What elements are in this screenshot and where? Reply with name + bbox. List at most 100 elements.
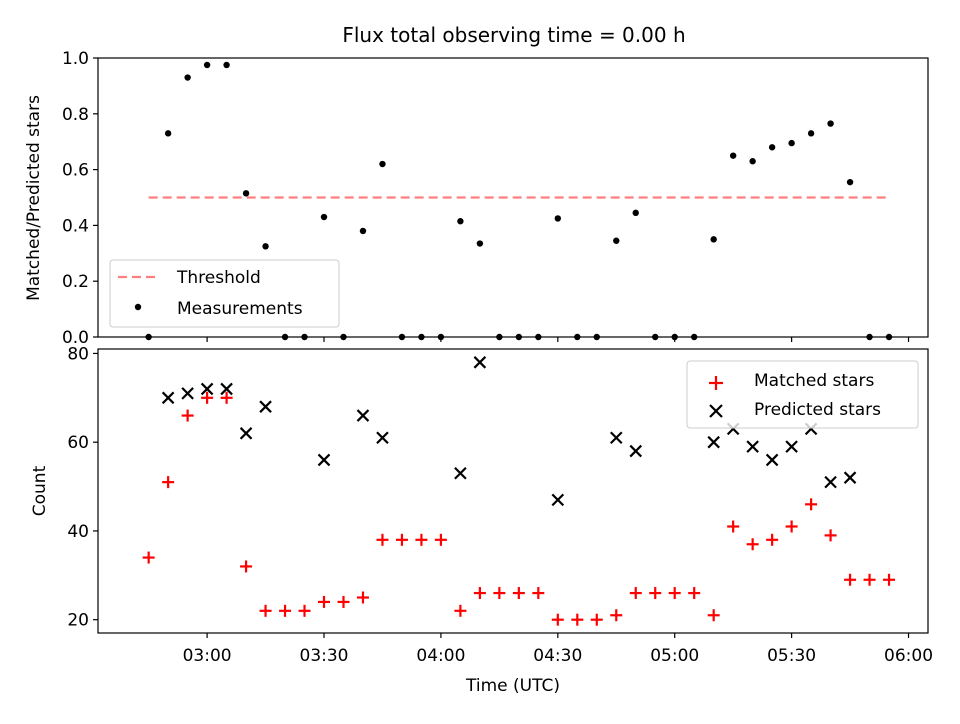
matched-point — [259, 604, 272, 617]
measurement-point — [749, 158, 756, 165]
predicted-point — [454, 466, 467, 480]
top-legend-box — [109, 259, 340, 328]
matched-point — [337, 595, 350, 608]
measurement-point — [574, 333, 581, 341]
matched-point — [454, 604, 467, 617]
matched-point — [395, 533, 408, 546]
predicted-point — [200, 382, 214, 396]
top-legend: Threshold Measurements — [109, 259, 340, 328]
matched-point — [318, 595, 331, 608]
measurement-point — [768, 144, 776, 151]
predicted-point — [551, 493, 565, 507]
matched-point — [766, 533, 779, 546]
measurement-point — [515, 333, 523, 341]
legend-threshold-label: Threshold — [176, 268, 261, 288]
bottom-y-tick-label: 20 — [67, 611, 89, 631]
predicted-stars-series — [161, 356, 857, 507]
measurement-point — [223, 61, 230, 69]
matched-point — [473, 587, 486, 600]
bottom-y-tick-label: 40 — [67, 522, 89, 542]
legend-matched-swatch — [709, 376, 723, 390]
measurement-point — [437, 333, 445, 341]
matched-point — [863, 573, 876, 586]
measurement-point — [632, 209, 639, 217]
top-y-label: Matched/Predicted stars — [24, 95, 44, 301]
matched-point — [649, 587, 662, 600]
predicted-point — [843, 471, 857, 484]
top-y-tick-label: 0.6 — [62, 161, 89, 181]
matched-point — [376, 533, 389, 546]
measurement-point — [203, 61, 211, 69]
predicted-point — [317, 453, 331, 467]
legend-matched-label: Matched stars — [754, 371, 874, 391]
matched-point — [805, 498, 818, 511]
legend-predicted-swatch — [709, 404, 723, 418]
predicted-point — [629, 444, 643, 458]
matched-point — [298, 604, 311, 617]
predicted-point — [161, 391, 175, 405]
measurement-point — [164, 130, 172, 137]
legend-predicted-label: Predicted stars — [754, 400, 881, 420]
predicted-point — [239, 427, 253, 440]
measurement-point — [807, 130, 815, 137]
x-tick-label: 03:00 — [183, 646, 232, 666]
matched-point — [824, 529, 837, 542]
matched-point — [220, 391, 233, 404]
matched-stars-series — [142, 391, 896, 626]
matched-point — [201, 391, 214, 404]
matched-point — [279, 604, 292, 617]
measurement-point — [359, 227, 367, 235]
top-y-tick-label: 0.0 — [62, 328, 89, 348]
bottom-legend: Matched stars Predicted stars — [686, 360, 919, 429]
top-y-tick-label: 0.2 — [62, 272, 89, 292]
predicted-point — [259, 400, 272, 413]
predicted-point — [765, 453, 779, 467]
matched-point — [590, 613, 603, 626]
predicted-point — [824, 475, 837, 489]
predicted-point — [376, 431, 389, 445]
matched-point — [746, 538, 759, 551]
measurement-point — [671, 333, 678, 341]
measurement-point — [690, 333, 698, 341]
matched-point — [571, 613, 584, 626]
matched-point — [415, 533, 428, 546]
matched-point — [785, 520, 798, 533]
x-tick-label: 04:00 — [416, 646, 465, 666]
predicted-point — [220, 382, 233, 396]
matched-point — [844, 573, 857, 586]
predicted-point — [473, 356, 487, 369]
top-y-tick-label: 0.4 — [62, 216, 89, 236]
measurement-point — [554, 215, 562, 222]
measurement-point — [320, 213, 328, 221]
top-y-tick-label: 1.0 — [62, 49, 89, 69]
predicted-point — [707, 435, 720, 449]
matched-point — [551, 613, 564, 626]
legend-measurements-label: Measurements — [177, 299, 303, 319]
bottom-y-axis: 20 40 60 80 — [67, 344, 98, 631]
measurement-point — [593, 333, 600, 341]
measurement-point — [301, 333, 308, 341]
measurement-point — [535, 333, 542, 341]
measurement-point — [242, 190, 250, 197]
measurement-point — [457, 218, 464, 225]
matched-point — [356, 591, 369, 604]
measurement-point — [866, 333, 873, 341]
matched-point — [162, 476, 175, 489]
predicted-point — [181, 387, 194, 400]
measurement-point — [613, 237, 620, 244]
measurement-point — [418, 333, 425, 341]
chart-title: Flux total observing time = 0.00 h — [342, 23, 685, 47]
matched-point — [629, 587, 642, 600]
measurement-point — [652, 333, 659, 341]
matched-point — [434, 533, 447, 546]
measurement-point — [729, 152, 737, 159]
x-tick-label: 05:30 — [767, 646, 816, 666]
bottom-y-tick-label: 80 — [67, 344, 89, 364]
x-tick-label: 06:00 — [884, 646, 933, 666]
measurement-point — [340, 333, 347, 341]
measurement-point — [145, 333, 152, 341]
measurement-point — [379, 160, 386, 168]
